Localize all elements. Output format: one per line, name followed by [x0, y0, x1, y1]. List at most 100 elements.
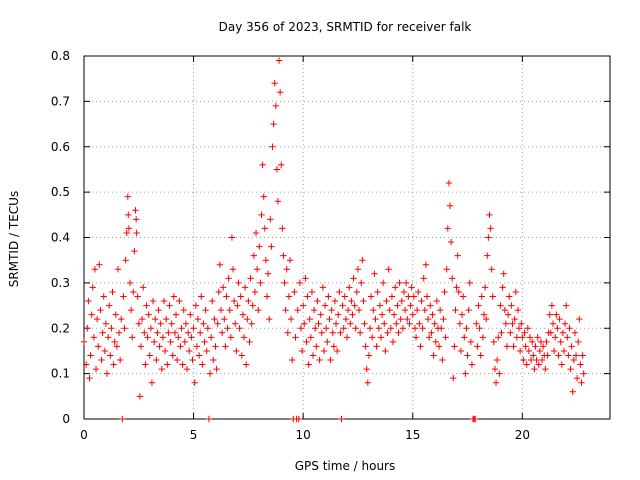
- data-point: [356, 329, 364, 336]
- data-point: [240, 334, 248, 341]
- data-point: [538, 356, 546, 364]
- data-point: [241, 284, 249, 291]
- data-point: [325, 293, 332, 300]
- data-point: [317, 311, 324, 318]
- data-point: [125, 211, 132, 219]
- data-point: [535, 361, 542, 368]
- data-point: [265, 315, 273, 323]
- data-point: [328, 306, 335, 314]
- data-point: [238, 352, 245, 359]
- data-point: [178, 325, 185, 332]
- data-point: [259, 161, 266, 169]
- data-point: [219, 284, 227, 291]
- data-point: [223, 293, 230, 300]
- data-point: [472, 415, 479, 423]
- data-point: [447, 238, 455, 246]
- data-point: [166, 302, 173, 309]
- data-point: [210, 356, 217, 364]
- data-point: [156, 343, 163, 350]
- data-point: [213, 365, 220, 373]
- data-point: [248, 320, 255, 327]
- data-point: [476, 325, 483, 332]
- data-point: [242, 361, 250, 368]
- data-point: [147, 325, 155, 332]
- data-point: [441, 288, 448, 296]
- data-point: [276, 89, 284, 96]
- data-point: [91, 266, 99, 273]
- data-point: [542, 365, 549, 373]
- data-point: [131, 247, 138, 255]
- data-point: [547, 329, 555, 336]
- data-point: [347, 320, 354, 327]
- y-tick-label: 0.6: [51, 140, 70, 154]
- x-tick-label: 20: [515, 428, 530, 442]
- x-tick-labels: 0 5 10 15 20: [80, 428, 530, 442]
- data-point: [452, 306, 459, 314]
- data-point: [134, 293, 141, 300]
- data-point: [322, 325, 330, 332]
- data-point: [405, 293, 412, 300]
- data-point: [449, 275, 456, 282]
- data-point: [99, 329, 106, 336]
- data-point: [247, 275, 254, 282]
- data-point: [176, 297, 183, 305]
- data-point: [562, 302, 570, 309]
- data-point: [370, 306, 377, 314]
- data-point: [501, 306, 508, 314]
- data-point: [199, 361, 206, 368]
- data-point: [95, 343, 102, 350]
- data-point: [446, 202, 454, 209]
- data-point: [520, 356, 527, 364]
- x-tick-label: 15: [405, 428, 420, 442]
- data-point: [396, 279, 403, 287]
- data-point: [468, 361, 476, 368]
- data-point: [306, 315, 313, 323]
- y-tick-label: 0.4: [51, 231, 70, 245]
- data-point: [436, 306, 444, 314]
- data-point: [232, 320, 239, 327]
- data-point: [507, 329, 514, 336]
- data-point: [462, 370, 469, 377]
- data-point: [525, 347, 533, 355]
- data-point: [557, 338, 564, 346]
- data-point: [411, 325, 419, 332]
- data-point: [372, 315, 379, 323]
- data-point: [394, 302, 401, 309]
- data-point: [550, 347, 558, 355]
- data-point: [444, 225, 452, 232]
- data-point: [354, 266, 362, 273]
- data-point: [553, 311, 560, 318]
- data-point: [298, 347, 306, 355]
- data-point: [88, 311, 95, 318]
- data-point: [80, 338, 88, 346]
- data-point: [207, 334, 215, 341]
- data-point: [263, 293, 271, 300]
- data-point: [561, 320, 569, 327]
- data-point: [393, 320, 400, 327]
- data-point: [237, 293, 244, 300]
- data-point: [459, 293, 467, 300]
- data-point: [569, 388, 576, 395]
- data-point: [361, 320, 368, 327]
- data-point: [495, 334, 502, 341]
- data-point: [546, 311, 553, 318]
- data-point: [203, 347, 210, 355]
- data-point: [341, 293, 349, 300]
- data-point: [430, 352, 437, 359]
- y-tick-label: 0.2: [51, 321, 70, 335]
- data-point: [439, 356, 446, 364]
- data-point: [450, 374, 457, 382]
- data-point: [291, 288, 298, 296]
- data-point: [222, 343, 229, 350]
- data-point: [127, 306, 135, 314]
- data-point: [335, 311, 342, 318]
- data-point: [502, 320, 510, 327]
- data-point: [518, 320, 525, 327]
- data-point: [321, 302, 329, 309]
- data-point: [362, 343, 369, 350]
- data-point: [539, 343, 547, 350]
- data-point: [309, 352, 317, 359]
- data-point: [303, 338, 310, 346]
- data-point: [350, 275, 357, 282]
- data-point: [560, 347, 568, 355]
